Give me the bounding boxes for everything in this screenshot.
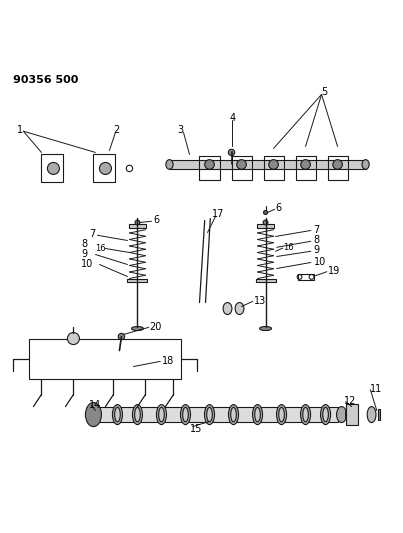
Circle shape: [263, 220, 268, 225]
Ellipse shape: [253, 405, 262, 425]
Ellipse shape: [114, 407, 120, 422]
Ellipse shape: [303, 407, 308, 422]
Ellipse shape: [135, 407, 140, 422]
Text: 3: 3: [177, 125, 184, 135]
Ellipse shape: [276, 405, 287, 425]
Ellipse shape: [133, 405, 143, 425]
Ellipse shape: [159, 407, 164, 422]
Ellipse shape: [323, 407, 328, 422]
Ellipse shape: [166, 160, 173, 169]
Text: 12: 12: [344, 395, 356, 406]
Bar: [231, 157, 251, 181]
Text: 15: 15: [189, 424, 202, 433]
Bar: [297, 274, 314, 280]
Ellipse shape: [204, 405, 214, 425]
Text: 7: 7: [314, 225, 320, 236]
Bar: [127, 279, 147, 282]
Ellipse shape: [181, 405, 191, 425]
Bar: [170, 160, 366, 169]
Circle shape: [67, 333, 79, 344]
Text: 7: 7: [89, 230, 96, 239]
Ellipse shape: [156, 405, 166, 425]
Bar: [378, 409, 380, 420]
Text: 4: 4: [230, 114, 236, 124]
Ellipse shape: [231, 407, 236, 422]
Text: 20: 20: [150, 321, 162, 332]
Circle shape: [48, 163, 59, 174]
Circle shape: [100, 163, 112, 174]
Ellipse shape: [235, 303, 244, 314]
Text: 19: 19: [328, 266, 340, 276]
Text: 8: 8: [314, 236, 320, 246]
Ellipse shape: [320, 405, 330, 425]
Text: 9: 9: [81, 249, 87, 260]
Text: 6: 6: [276, 204, 282, 214]
Text: 17: 17: [212, 209, 224, 220]
Ellipse shape: [367, 407, 376, 423]
Bar: [257, 224, 274, 229]
Bar: [129, 224, 146, 229]
Text: 1: 1: [17, 125, 23, 135]
Text: 18: 18: [162, 356, 174, 366]
Bar: [98, 407, 338, 422]
Circle shape: [118, 333, 125, 340]
Text: 10: 10: [314, 257, 326, 266]
Bar: [199, 157, 220, 181]
Bar: [346, 404, 357, 425]
Ellipse shape: [279, 407, 285, 422]
Ellipse shape: [223, 303, 232, 314]
Bar: [328, 157, 347, 181]
Circle shape: [205, 160, 214, 169]
Ellipse shape: [229, 405, 239, 425]
Bar: [264, 157, 284, 181]
Ellipse shape: [301, 405, 311, 425]
Text: 10: 10: [81, 260, 93, 270]
Text: 14: 14: [89, 400, 102, 409]
Ellipse shape: [112, 405, 123, 425]
Bar: [29, 338, 181, 378]
Ellipse shape: [183, 407, 188, 422]
Text: 16: 16: [284, 243, 294, 252]
Ellipse shape: [207, 407, 212, 422]
Text: 11: 11: [370, 384, 382, 393]
Circle shape: [264, 211, 268, 214]
Circle shape: [269, 160, 278, 169]
Ellipse shape: [131, 327, 143, 330]
Bar: [295, 157, 316, 181]
Text: 90356 500: 90356 500: [13, 75, 79, 85]
Circle shape: [135, 220, 140, 225]
Ellipse shape: [260, 327, 272, 330]
Circle shape: [301, 160, 310, 169]
Circle shape: [333, 160, 343, 169]
Ellipse shape: [337, 407, 347, 423]
Bar: [93, 155, 115, 182]
Ellipse shape: [85, 402, 102, 426]
Text: 16: 16: [96, 244, 106, 253]
Ellipse shape: [346, 404, 357, 425]
Text: 9: 9: [314, 246, 320, 255]
Text: 13: 13: [253, 295, 266, 305]
Text: 8: 8: [81, 239, 87, 249]
Bar: [256, 279, 276, 282]
Text: 2: 2: [114, 125, 120, 135]
Circle shape: [237, 160, 246, 169]
Ellipse shape: [255, 407, 260, 422]
Bar: [42, 155, 63, 182]
Text: 6: 6: [154, 215, 160, 225]
Text: 5: 5: [322, 87, 328, 98]
Ellipse shape: [362, 160, 369, 169]
Circle shape: [229, 149, 235, 156]
